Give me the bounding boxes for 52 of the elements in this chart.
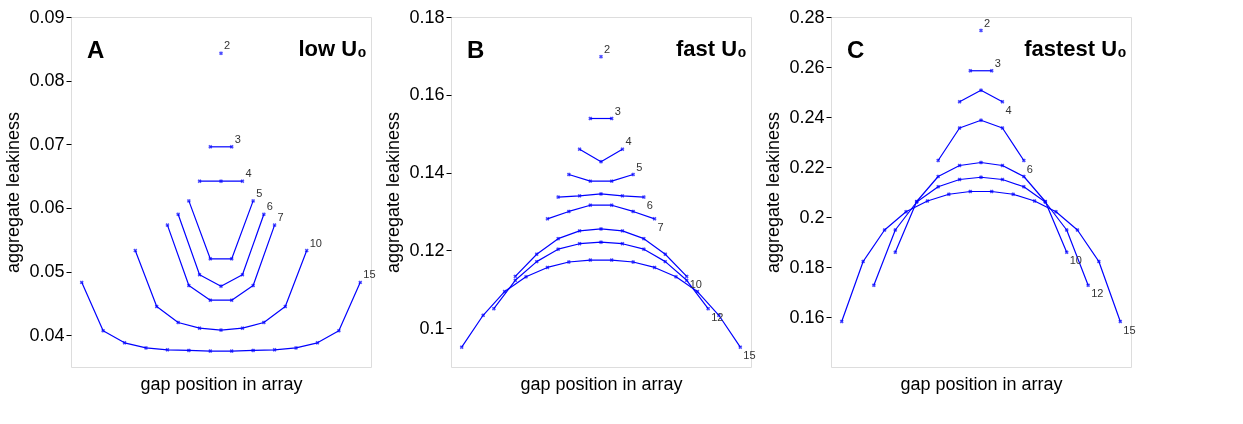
series-label: 15 (1123, 323, 1136, 336)
series-label: 12 (1091, 287, 1104, 300)
series-label: 7 (277, 211, 284, 224)
y-tick-label: 0.1 (419, 317, 445, 338)
y-tick-label: 0.14 (409, 162, 445, 183)
series-label: 7 (657, 220, 664, 233)
annotation: A (87, 36, 105, 63)
x-axis-title: gap position in array (140, 373, 303, 394)
series-label: 10 (689, 278, 702, 291)
y-axis-title: aggregate leakiness (3, 111, 24, 274)
series-label: 3 (234, 132, 241, 145)
y-tick-label: 0.12 (409, 239, 445, 260)
y-tick-label: 0.28 (789, 6, 825, 27)
series-label: 5 (256, 186, 263, 199)
y-tick-label: 0.2 (799, 206, 825, 227)
y-tick-label: 0.26 (789, 56, 825, 77)
annotation: low U₀ (298, 36, 367, 61)
x-axis-title: gap position in array (900, 373, 1063, 394)
series-label: 3 (614, 104, 621, 117)
y-tick-label: 0.08 (29, 70, 65, 91)
y-axis-title: aggregate leakiness (383, 111, 404, 274)
y-tick-label: 0.04 (29, 324, 65, 345)
series-label: 15 (363, 268, 376, 281)
y-tick-label: 0.16 (789, 306, 825, 327)
annotation: C (847, 36, 865, 63)
y-axis-title: aggregate leakiness (763, 111, 784, 274)
series-label: 15 (743, 349, 756, 362)
series-label: 6 (266, 200, 273, 213)
y-tick-label: 0.05 (29, 261, 65, 282)
series-label: 2 (984, 16, 991, 29)
series-label: 6 (1026, 162, 1033, 175)
series-label: 5 (636, 160, 643, 173)
y-tick-label: 0.06 (29, 197, 65, 218)
series-label: 4 (1005, 103, 1012, 116)
annotation: fast U₀ (675, 36, 747, 61)
series-label: 4 (245, 167, 252, 180)
y-tick-label: 0.24 (789, 106, 825, 127)
annotation: fastest U₀ (1024, 36, 1127, 61)
series-label: 2 (604, 42, 611, 55)
y-tick-label: 0.16 (409, 84, 445, 105)
series-label: 3 (994, 56, 1001, 69)
y-tick-label: 0.18 (409, 6, 445, 27)
series-label: 4 (625, 135, 632, 148)
y-tick-label: 0.07 (29, 133, 65, 154)
y-tick-label: 0.22 (789, 156, 825, 177)
series-label: 2 (224, 39, 231, 52)
annotation: B (467, 36, 485, 63)
series-label: 10 (309, 236, 322, 249)
y-tick-label: 0.09 (29, 6, 65, 27)
series-label: 6 (646, 199, 653, 212)
y-tick-label: 0.18 (789, 256, 825, 277)
x-axis-title: gap position in array (520, 373, 683, 394)
